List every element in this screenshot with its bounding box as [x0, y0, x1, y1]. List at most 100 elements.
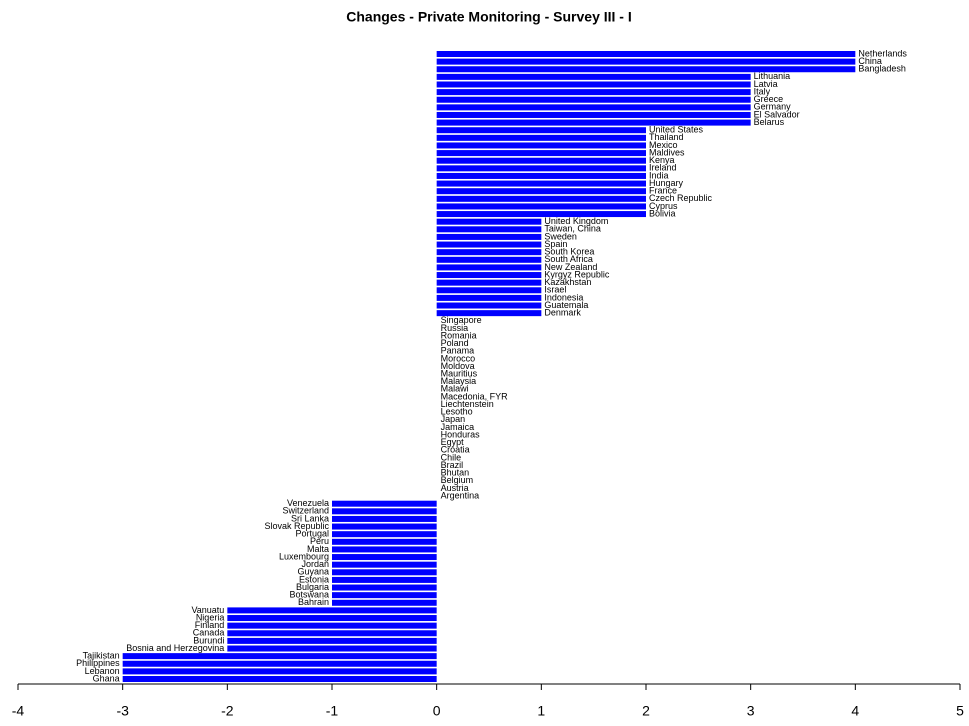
bar-label: Italy	[754, 86, 771, 96]
bar	[332, 538, 437, 545]
bar	[436, 111, 751, 118]
bar	[436, 134, 646, 141]
bar-label: Burundi	[193, 635, 224, 645]
bar	[332, 554, 437, 561]
bar	[436, 218, 542, 225]
bar	[332, 500, 437, 507]
bar-label: Belgium	[441, 475, 474, 485]
bar	[436, 66, 856, 73]
bar-label: Nigeria	[196, 612, 225, 622]
bar-label: France	[649, 186, 677, 196]
bar-label: Kyrgyz Republic	[544, 269, 610, 279]
bar-label: Ireland	[649, 163, 677, 173]
bar-label: Guyana	[297, 567, 329, 577]
bar-label: Morocco	[441, 353, 476, 363]
bar	[436, 127, 646, 134]
bar	[436, 157, 646, 164]
bar-label: Belarus	[754, 117, 785, 127]
bar-label: Bhutan	[441, 468, 470, 478]
bar-label: Argentina	[441, 490, 480, 500]
bar	[332, 531, 437, 538]
bar	[332, 569, 437, 576]
bar-label: Ghana	[93, 673, 120, 683]
bar-label: Czech Republic	[649, 193, 713, 203]
chart-title: Changes - Private Monitoring - Survey II…	[346, 9, 632, 25]
x-tick-label: -3	[116, 703, 129, 719]
bar	[436, 203, 646, 210]
bar-label: Lesotho	[441, 407, 473, 417]
bar-label: Russia	[441, 323, 469, 333]
bar-label: Bosnia and Herzegovina	[126, 643, 224, 653]
bar-label: Malta	[307, 544, 329, 554]
bar-label: Liechtenstein	[441, 399, 494, 409]
bar-label: Lebanon	[85, 666, 120, 676]
bar	[332, 515, 437, 522]
bar-label: Singapore	[441, 315, 482, 325]
x-tick-label: 0	[433, 703, 441, 719]
bar-label: Thailand	[649, 132, 684, 142]
bar	[436, 294, 542, 301]
bar	[436, 96, 751, 103]
bar-label: Finland	[195, 620, 225, 630]
bar	[436, 51, 856, 57]
bar	[436, 287, 542, 294]
bar-label: Estonia	[299, 574, 329, 584]
bar-label: Maldives	[649, 147, 685, 157]
bar-label: Croatia	[441, 445, 470, 455]
bar-label: Sri Lanka	[291, 513, 329, 523]
bar	[332, 599, 437, 606]
bar-label: Botswana	[289, 590, 329, 600]
bar	[332, 523, 437, 530]
bar	[436, 256, 542, 263]
bar	[436, 81, 751, 88]
bar-label: Bahrain	[298, 597, 329, 607]
bar	[436, 310, 542, 317]
bar	[436, 279, 542, 286]
bar-label: Slovak Republic	[264, 521, 329, 531]
bar-label: Romania	[441, 330, 477, 340]
bar	[227, 630, 437, 637]
bar	[436, 165, 646, 172]
bar-label: Moldova	[441, 361, 475, 371]
bar	[436, 226, 542, 233]
bar-label: Tajikistan	[83, 651, 120, 661]
bar	[436, 249, 542, 256]
bar-label: Luxembourg	[279, 551, 329, 561]
bar	[436, 241, 542, 248]
x-tick-label: -1	[326, 703, 339, 719]
bar-label: South Africa	[544, 254, 593, 264]
bar-label: Macedonia, FYR	[441, 391, 509, 401]
bar-label: Canada	[193, 628, 225, 638]
bar	[122, 676, 437, 682]
bar-label: Austria	[441, 483, 469, 493]
bar-label: Honduras	[441, 429, 481, 439]
bar-label: Taiwan, China	[544, 224, 601, 234]
bar-label: Denmark	[544, 308, 581, 318]
bar-label: Greece	[754, 94, 784, 104]
bar-label: Indonesia	[544, 292, 583, 302]
bar-label: Hungary	[649, 178, 684, 188]
bar-label: Egypt	[441, 437, 465, 447]
bar	[332, 546, 437, 553]
bar-label: El Salvador	[754, 109, 800, 119]
bar	[122, 660, 437, 667]
bar-label: India	[649, 170, 669, 180]
x-tick-label: 5	[956, 703, 964, 719]
bar	[436, 195, 646, 202]
bar	[436, 150, 646, 157]
bar-label: Latvia	[754, 79, 778, 89]
bar-label: Bangladesh	[858, 64, 906, 74]
bar-label: Lithuania	[754, 71, 791, 81]
bar-label: Peru	[310, 536, 329, 546]
bar	[436, 172, 646, 179]
bar	[227, 622, 437, 629]
bar-label: Sweden	[544, 231, 577, 241]
bar-label: Bulgaria	[296, 582, 329, 592]
bar-label: Mexico	[649, 140, 678, 150]
bar-label: Mauritius	[441, 368, 478, 378]
bar-label: Kenya	[649, 155, 675, 165]
x-tick-label: 2	[642, 703, 650, 719]
bar	[436, 264, 542, 271]
bar-label: Malaysia	[441, 376, 477, 386]
